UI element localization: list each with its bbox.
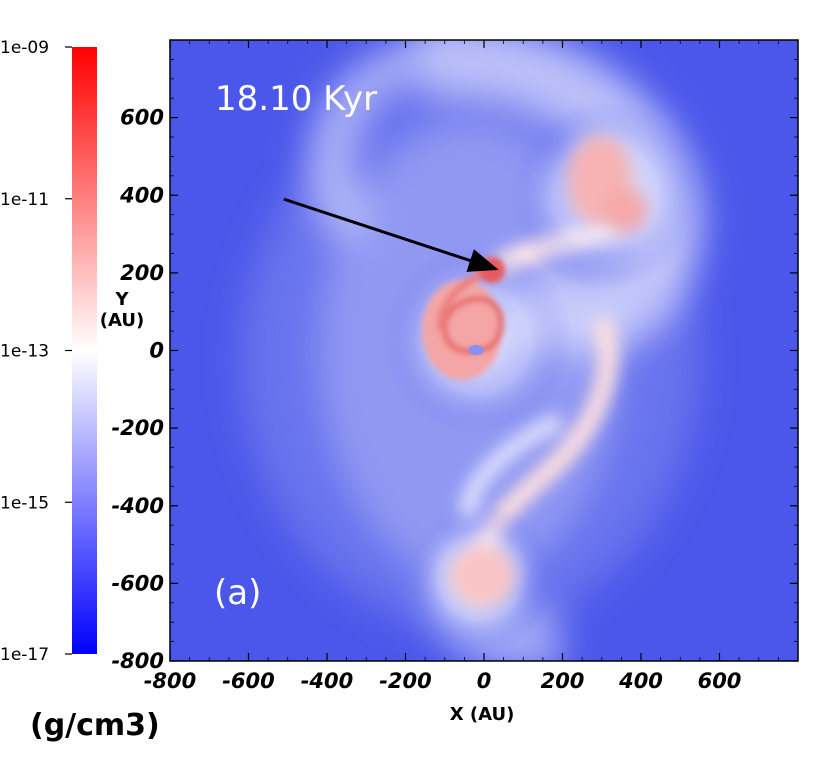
y-tick-label: -800 (111, 649, 164, 673)
x-tick-label: -600 (222, 669, 275, 693)
y-tick-label: -400 (111, 494, 164, 518)
x-tick-label: 400 (618, 669, 663, 693)
x-tick-label: -200 (379, 669, 432, 693)
dense-clumps (422, 136, 647, 606)
colorbar-tick-label: 1e-15 (0, 493, 49, 513)
central-cavity (468, 345, 484, 355)
axes: -800 -600 -400 -200 0 200 400 600 -800 -600 -400 -2… (111, 39, 799, 693)
x-tick-label: 0 (477, 669, 492, 693)
colorbar-units: (g/cm3) (30, 708, 160, 743)
colorbar: 1e-09 1e-11 1e-13 1e-15 1e-17 (0, 38, 97, 665)
colorbar-tick-label: 1e-11 (0, 190, 49, 210)
y-axis-title-line2: (AU) (100, 310, 144, 331)
colorbar-tick-label: 1e-09 (0, 38, 49, 58)
y-tick-label: 400 (119, 183, 164, 207)
fragment-clump-arrowed (479, 257, 505, 283)
x-axis-title: X (AU) (450, 704, 515, 725)
y-tick-label: -200 (111, 416, 164, 440)
plot-area: 18.10 Kyr (a) (170, 40, 798, 661)
time-label: 18.10 Kyr (215, 79, 377, 119)
colorbar-tick-label: 1e-17 (0, 645, 49, 665)
x-tick-label: -400 (301, 669, 354, 693)
annotation-arrow (283, 197, 499, 272)
central-spiral-disk (422, 264, 504, 380)
x-tick-label: 200 (541, 669, 585, 693)
panel-label: (a) (214, 573, 261, 613)
colorbar-ticks: 1e-09 1e-11 1e-13 1e-15 1e-17 (0, 38, 72, 665)
x-tick-label: -800 (144, 669, 197, 693)
y-tick-label: 200 (120, 261, 164, 285)
y-tick-label: 600 (120, 106, 164, 130)
upper-right-clump (568, 136, 647, 232)
y-axis-title-line1: Y (114, 289, 129, 310)
lower-clump (450, 546, 514, 606)
colorbar-tick-label: 1e-13 (0, 342, 49, 362)
y-tick-label: -600 (111, 571, 164, 595)
x-tick-label: 600 (698, 669, 742, 693)
colorbar-gradient (72, 47, 97, 654)
y-tick-label: 0 (149, 339, 164, 363)
